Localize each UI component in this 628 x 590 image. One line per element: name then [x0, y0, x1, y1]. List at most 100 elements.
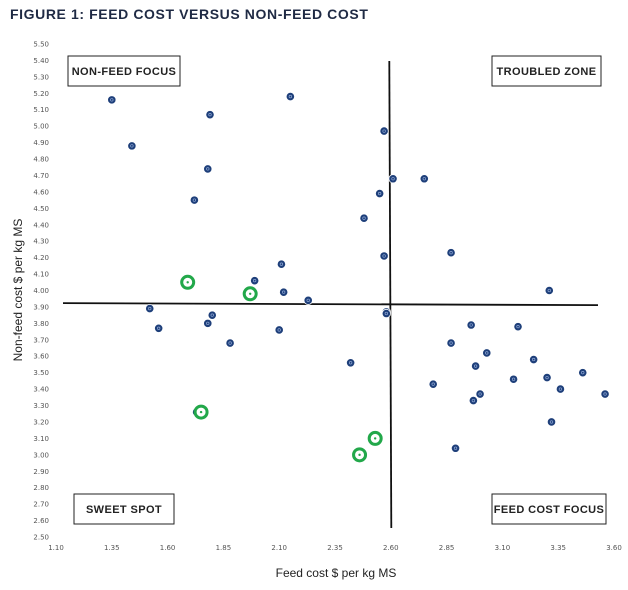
data-points	[107, 91, 610, 463]
y-tick-label: 4.70	[33, 172, 49, 180]
y-tick-label: 4.60	[33, 188, 49, 196]
data-point	[578, 368, 588, 378]
quadrant-label-bottom-right: FEED COST FOCUS	[491, 493, 607, 525]
y-tick-label: 2.60	[33, 517, 49, 525]
y-tick-label: 4.50	[33, 205, 49, 213]
y-tick-label: 4.20	[33, 254, 49, 262]
data-point	[546, 417, 557, 427]
x-tick-label: 3.35	[550, 544, 566, 552]
x-tick-label: 3.60	[606, 544, 622, 552]
y-tick-label: 3.90	[33, 303, 49, 311]
data-point	[279, 287, 289, 297]
data-point	[428, 379, 438, 389]
x-tick-label: 2.85	[439, 544, 455, 552]
y-tick-label: 3.20	[33, 418, 49, 426]
y-tick-label: 4.40	[33, 221, 49, 229]
y-tick-label: 3.50	[33, 369, 49, 377]
y-axis-label: Non-feed cost $ per kg MS	[11, 219, 25, 362]
quadrant-label-text: NON-FEED FOCUS	[72, 66, 177, 78]
data-point	[285, 91, 295, 102]
y-tick-label: 2.50	[33, 534, 49, 542]
y-tick-label: 3.40	[33, 386, 49, 394]
data-point	[446, 338, 456, 348]
data-point	[471, 361, 481, 371]
y-axis-ticks: 2.50 2.60 2.70 2.80 2.90 3.00 3.10 3.20 3.30 3.40…	[33, 41, 49, 542]
x-tick-label: 2.10	[271, 544, 287, 552]
data-point	[419, 174, 429, 184]
data-point	[154, 323, 164, 333]
data-point	[482, 348, 492, 358]
data-point	[388, 174, 398, 184]
y-tick-label: 3.70	[33, 336, 49, 344]
y-tick-label: 3.80	[33, 320, 49, 328]
chart-title: FIGURE 1: FEED COST VERSUS NON-FEED COST	[10, 6, 369, 22]
highlighted-data-point	[180, 274, 196, 290]
highlighted-data-point	[242, 286, 258, 302]
y-tick-label: 4.90	[33, 139, 49, 147]
highlighted-data-point	[367, 430, 383, 446]
data-point	[600, 389, 610, 399]
quadrant-label-top-right: TROUBLED ZONE	[491, 55, 602, 87]
y-tick-label: 3.60	[33, 353, 49, 361]
x-axis-ticks: 1.10 1.35 1.60 1.85 2.10 2.35 2.60 2.85 3.10 3.35…	[48, 544, 622, 552]
reference-lines	[62, 60, 599, 529]
data-point	[379, 251, 389, 261]
y-tick-label: 4.10	[33, 271, 49, 279]
y-tick-label: 5.40	[33, 57, 49, 65]
data-point	[205, 110, 215, 120]
data-point	[189, 195, 199, 205]
data-point	[466, 320, 476, 330]
y-tick-label: 2.70	[33, 501, 49, 509]
highlighted-data-point	[352, 447, 368, 463]
x-tick-label: 1.10	[48, 544, 64, 552]
x-axis-label: Feed cost $ per kg MS	[276, 566, 397, 580]
quadrant-label-text: TROUBLED ZONE	[497, 66, 597, 78]
data-point	[127, 141, 137, 151]
y-tick-label: 5.50	[33, 41, 49, 49]
y-tick-label: 3.10	[33, 435, 49, 443]
x-tick-label: 1.60	[160, 544, 176, 552]
x-tick-label: 1.85	[216, 544, 232, 552]
y-tick-label: 2.90	[33, 468, 49, 476]
quadrant-label-top-left: NON-FEED FOCUS	[67, 55, 181, 87]
x-tick-label: 2.35	[327, 544, 343, 552]
data-point	[508, 374, 519, 384]
x-tick-label: 2.60	[383, 544, 399, 552]
data-point	[274, 325, 284, 335]
data-point	[203, 318, 213, 328]
y-tick-label: 3.00	[33, 451, 49, 459]
data-point	[375, 188, 385, 199]
y-tick-label: 2.80	[33, 484, 49, 492]
vertical-divider-line	[388, 60, 393, 529]
data-point	[446, 248, 456, 258]
data-point	[555, 384, 566, 394]
data-point	[107, 95, 117, 105]
quadrant-label-text: FEED COST FOCUS	[494, 504, 605, 516]
quadrant-label-bottom-left: SWEET SPOT	[73, 493, 175, 525]
data-point	[145, 303, 155, 314]
data-point	[346, 358, 356, 368]
data-point	[513, 322, 523, 332]
data-point	[207, 310, 217, 320]
data-point	[359, 213, 369, 223]
y-tick-label: 5.10	[33, 106, 49, 114]
y-tick-label: 4.30	[33, 238, 49, 246]
data-point	[303, 295, 313, 305]
y-tick-label: 5.20	[33, 90, 49, 98]
y-tick-label: 5.30	[33, 73, 49, 81]
quadrant-label-text: SWEET SPOT	[86, 504, 162, 516]
data-point	[276, 259, 287, 269]
data-point	[381, 308, 391, 319]
highlighted-data-point	[193, 404, 209, 420]
data-point	[203, 164, 213, 174]
y-tick-label: 4.80	[33, 156, 49, 164]
data-point	[250, 276, 260, 286]
data-point	[529, 354, 539, 365]
x-tick-label: 1.35	[104, 544, 120, 552]
data-point	[475, 389, 485, 399]
horizontal-divider-line	[62, 302, 599, 307]
y-tick-label: 3.30	[33, 402, 49, 410]
data-point	[468, 396, 478, 406]
